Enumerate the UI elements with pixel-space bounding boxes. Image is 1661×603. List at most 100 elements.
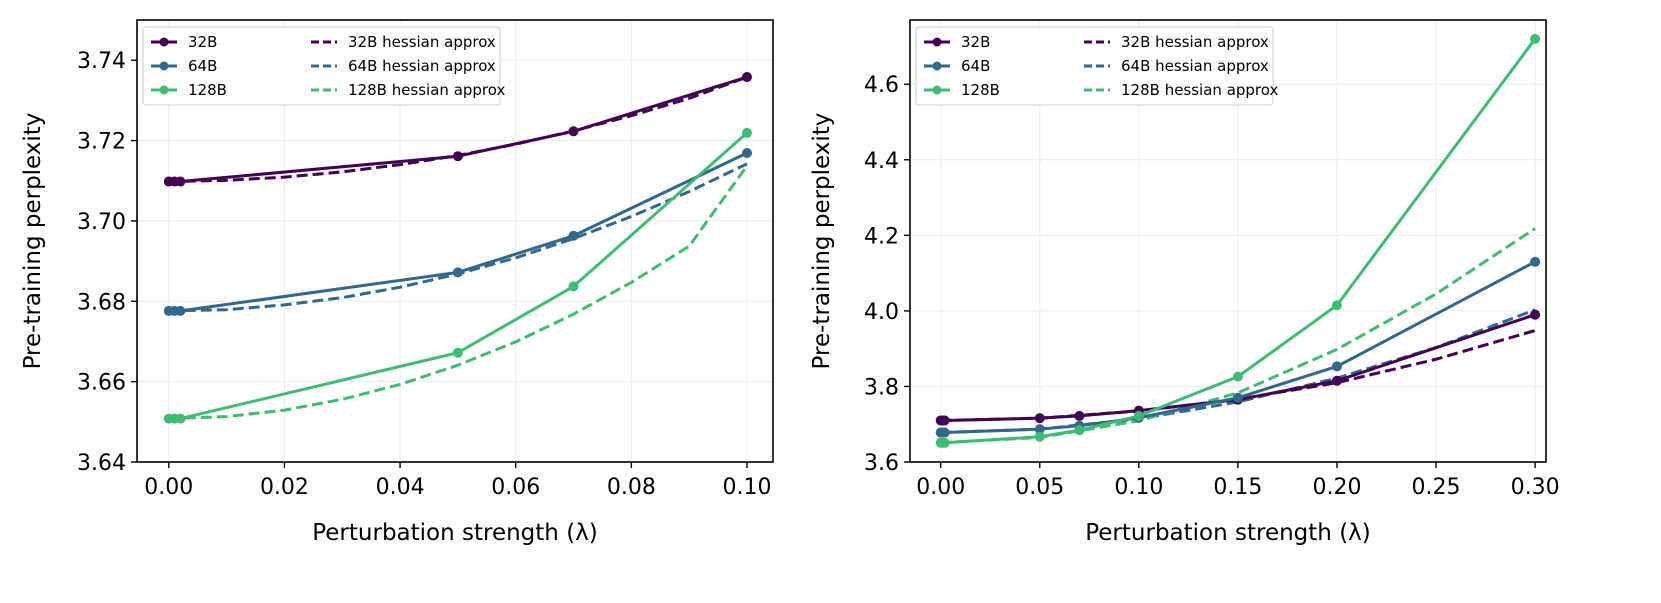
data-point-64b	[175, 305, 186, 316]
y-tick-label: 3.74	[77, 49, 126, 74]
series-markers	[935, 33, 1541, 448]
x-tick-label: 0.25	[1412, 475, 1461, 500]
legend-label: 128B	[188, 81, 227, 99]
legend-label: 64B hessian approx	[348, 57, 496, 75]
data-point-64b	[568, 230, 579, 241]
y-tick-label: 3.66	[77, 371, 126, 396]
series-line-64b	[168, 151, 748, 313]
data-point-64b	[452, 267, 463, 278]
series-markers	[163, 72, 752, 424]
legend-item: 64B hessian approx	[1084, 57, 1269, 75]
data-point-64b	[741, 148, 752, 159]
y-tick-label: 4.6	[864, 73, 899, 98]
data-point-128b	[1331, 300, 1342, 311]
data-point-128b	[1232, 371, 1243, 382]
data-point-64b	[1530, 256, 1541, 267]
legend-marker	[159, 37, 169, 47]
x-tick-label: 0.08	[607, 475, 656, 500]
legend-marker	[932, 61, 942, 71]
data-point-32b	[568, 126, 579, 137]
series-line-128b-hessian-approx	[168, 164, 749, 421]
data-point-64b	[1331, 361, 1342, 372]
chart-panel-1: 0.00 0.02 0.04 0.06 0.08 0.10 3.64 3.66 3.68 3.70…	[20, 19, 774, 546]
data-point-128b	[741, 127, 752, 138]
data-point-32b	[939, 415, 950, 426]
data-point-128b	[452, 347, 463, 358]
y-tick-label: 3.70	[77, 210, 126, 235]
data-point-128b	[1530, 33, 1541, 44]
data-point-128b	[1034, 431, 1045, 442]
plot-frame	[136, 19, 774, 463]
y-axis-label: Pre-training perplexity	[20, 113, 46, 370]
x-tick-label: 0.04	[376, 475, 425, 500]
x-tick-label: 0.10	[1114, 475, 1163, 500]
legend-item: 128B	[151, 81, 227, 99]
legend-label: 64B	[961, 57, 990, 75]
x-tick-label: 0.10	[722, 475, 771, 500]
y-tick-label: 4.0	[864, 300, 899, 325]
legend-box	[142, 26, 501, 106]
data-point-32b	[175, 176, 186, 187]
legend-box	[915, 26, 1274, 106]
data-point-32b	[741, 72, 752, 83]
data-point-64b	[1034, 424, 1045, 435]
legend-item: 64B	[151, 57, 217, 75]
chart-panel-2: 0.00 0.05 0.10 0.15 0.20 0.25 0.30 3.6 3.8 4.0 4.2…	[809, 19, 1560, 546]
data-point-64b	[939, 427, 950, 438]
y-axis: 3.6 3.8 4.0 4.2 4.4 4.6	[864, 73, 910, 476]
y-tick-label: 3.64	[77, 451, 126, 476]
legend-item: 64B hessian approx	[311, 57, 496, 75]
x-tick-label: 0.06	[491, 475, 540, 500]
legend-label: 128B	[961, 81, 1000, 99]
data-point-32b	[1530, 309, 1541, 320]
legend-label: 32B hessian approx	[1121, 33, 1269, 51]
y-tick-label: 3.8	[864, 375, 899, 400]
legend-label: 32B	[188, 33, 217, 51]
x-tick-label: 0.20	[1312, 475, 1361, 500]
legend-item: 32B	[151, 33, 217, 51]
legend-label: 32B hessian approx	[348, 33, 496, 51]
data-point-32b	[1034, 413, 1045, 424]
x-tick-label: 0.15	[1213, 475, 1262, 500]
data-point-128b	[568, 281, 579, 292]
y-tick-label: 3.68	[77, 290, 126, 315]
data-point-32b	[452, 151, 463, 162]
legend-label: 128B hessian approx	[1121, 81, 1278, 99]
y-tick-label: 3.72	[77, 130, 126, 155]
series-line-64b-hessian-approx	[168, 162, 748, 313]
legend-label: 32B	[961, 33, 990, 51]
data-point-128b	[1133, 410, 1144, 421]
x-tick-label: 0.00	[144, 475, 193, 500]
data-point-64b	[1232, 392, 1243, 403]
legend-marker	[159, 85, 169, 95]
legend-label: 64B	[188, 57, 217, 75]
x-tick-label: 0.00	[916, 475, 965, 500]
y-axis: 3.64 3.66 3.68 3.70 3.72 3.74	[77, 49, 137, 476]
x-axis-label: Perturbation strength (λ)	[1085, 520, 1371, 546]
data-point-128b	[1074, 425, 1085, 436]
x-axis: 0.00 0.05 0.10 0.15 0.20 0.25 0.30	[916, 462, 1560, 500]
legend-label: 64B hessian approx	[1121, 57, 1269, 75]
data-point-32b	[1074, 410, 1085, 421]
data-point-32b	[1331, 375, 1342, 386]
x-tick-label: 0.02	[260, 475, 309, 500]
legend-item: 32B hessian approx	[1084, 33, 1269, 51]
legend-label: 128B hessian approx	[348, 81, 505, 99]
y-axis-label: Pre-training perplexity	[809, 113, 835, 370]
legend-marker	[159, 61, 169, 71]
legend: 32B 64B 128B 32B hessian approx 64B hessian …	[915, 26, 1278, 106]
y-tick-label: 4.2	[864, 224, 899, 249]
x-tick-label: 0.30	[1511, 475, 1560, 500]
legend-item: 32B hessian approx	[311, 33, 496, 51]
legend-item: 128B hessian approx	[311, 81, 505, 99]
legend-item: 128B hessian approx	[1084, 81, 1278, 99]
legend-item: 64B	[924, 57, 990, 75]
x-tick-label: 0.05	[1015, 475, 1064, 500]
plot-frame	[909, 19, 1547, 463]
legend: 32B 64B 128B 32B hessian approx 64B hessian …	[142, 26, 505, 106]
series-lines	[168, 75, 749, 421]
x-axis-label: Perturbation strength (λ)	[312, 520, 598, 546]
y-tick-label: 4.4	[864, 149, 899, 174]
legend-item: 128B	[924, 81, 1000, 99]
